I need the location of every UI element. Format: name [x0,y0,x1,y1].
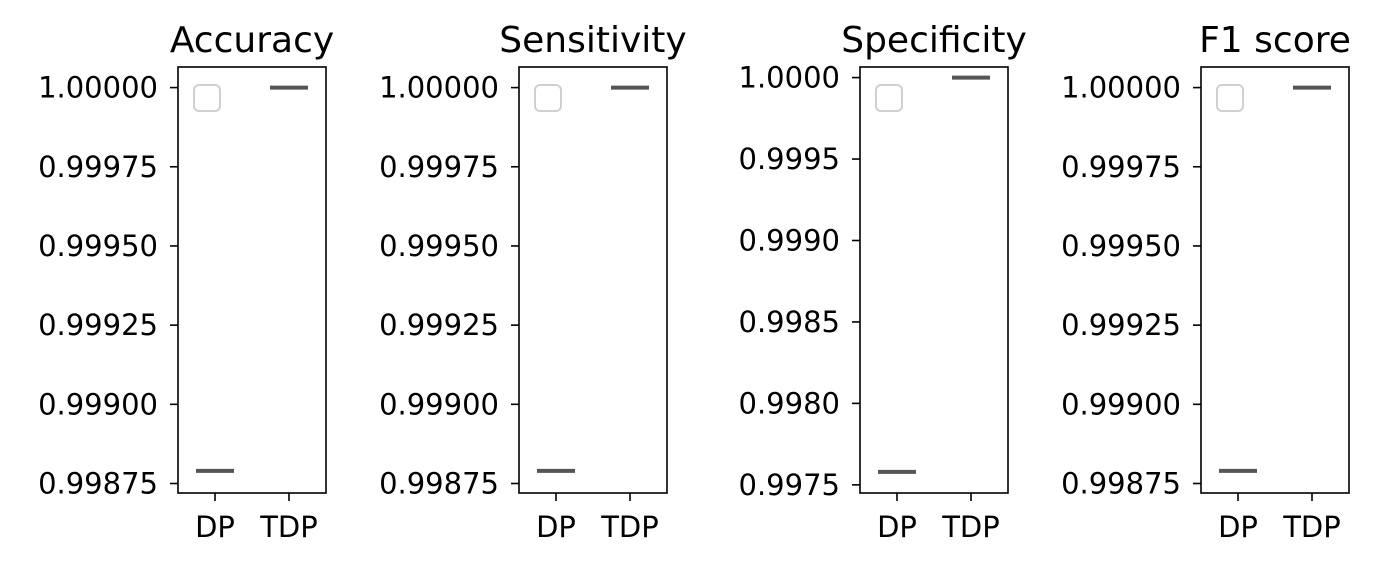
y-tick-label: 0.99950 [379,229,499,263]
y-tick-label: 0.99875 [379,466,499,500]
y-tick-label: 0.99875 [38,466,158,500]
y-tick-label: 0.99975 [379,150,499,184]
x-tick-label: TDP [600,510,659,544]
y-tick-label: 0.9980 [739,386,840,420]
y-tick-label: 0.9995 [739,142,840,176]
y-tick-label: 0.99925 [379,308,499,342]
x-tick-label: DP [877,510,917,544]
y-tick-label: 0.99900 [1061,387,1181,421]
legend-box [1216,84,1244,112]
x-tick-label: DP [195,510,235,544]
y-tick-label: 0.9985 [739,305,840,339]
x-tick-label: DP [1218,510,1258,544]
y-tick-label: 1.00000 [1061,71,1181,105]
y-tick-label: 0.99925 [1061,308,1181,342]
x-tick-label: DP [536,510,576,544]
plot-frame [177,66,327,494]
x-tick-label: TDP [1282,510,1341,544]
y-tick-label: 0.99900 [38,387,158,421]
chart-title: Accuracy [170,20,334,61]
y-tick-label: 1.00000 [38,71,158,105]
y-tick-label: 0.9990 [739,223,840,257]
plot-frame [518,66,668,494]
y-tick-label: 0.99875 [1061,466,1181,500]
x-tick-label: TDP [259,510,318,544]
plot-frame [1200,66,1350,494]
chart-title: Specificity [841,20,1027,61]
y-tick-label: 1.0000 [739,61,840,95]
y-tick-label: 1.00000 [379,71,499,105]
y-tick-label: 0.99975 [1061,150,1181,184]
y-tick-label: 0.99925 [38,308,158,342]
legend-box [875,84,903,112]
plot-frame [859,66,1009,494]
y-tick-label: 0.99975 [38,150,158,184]
x-tick-label: TDP [941,510,1000,544]
y-tick-label: 0.99950 [1061,229,1181,263]
chart-title: F1 score [1199,20,1351,61]
legend-box [534,84,562,112]
y-tick-label: 0.99900 [379,387,499,421]
legend-box [193,84,221,112]
y-tick-label: 0.99950 [38,229,158,263]
y-tick-label: 0.9975 [739,468,840,502]
chart-title: Sensitivity [499,20,686,61]
